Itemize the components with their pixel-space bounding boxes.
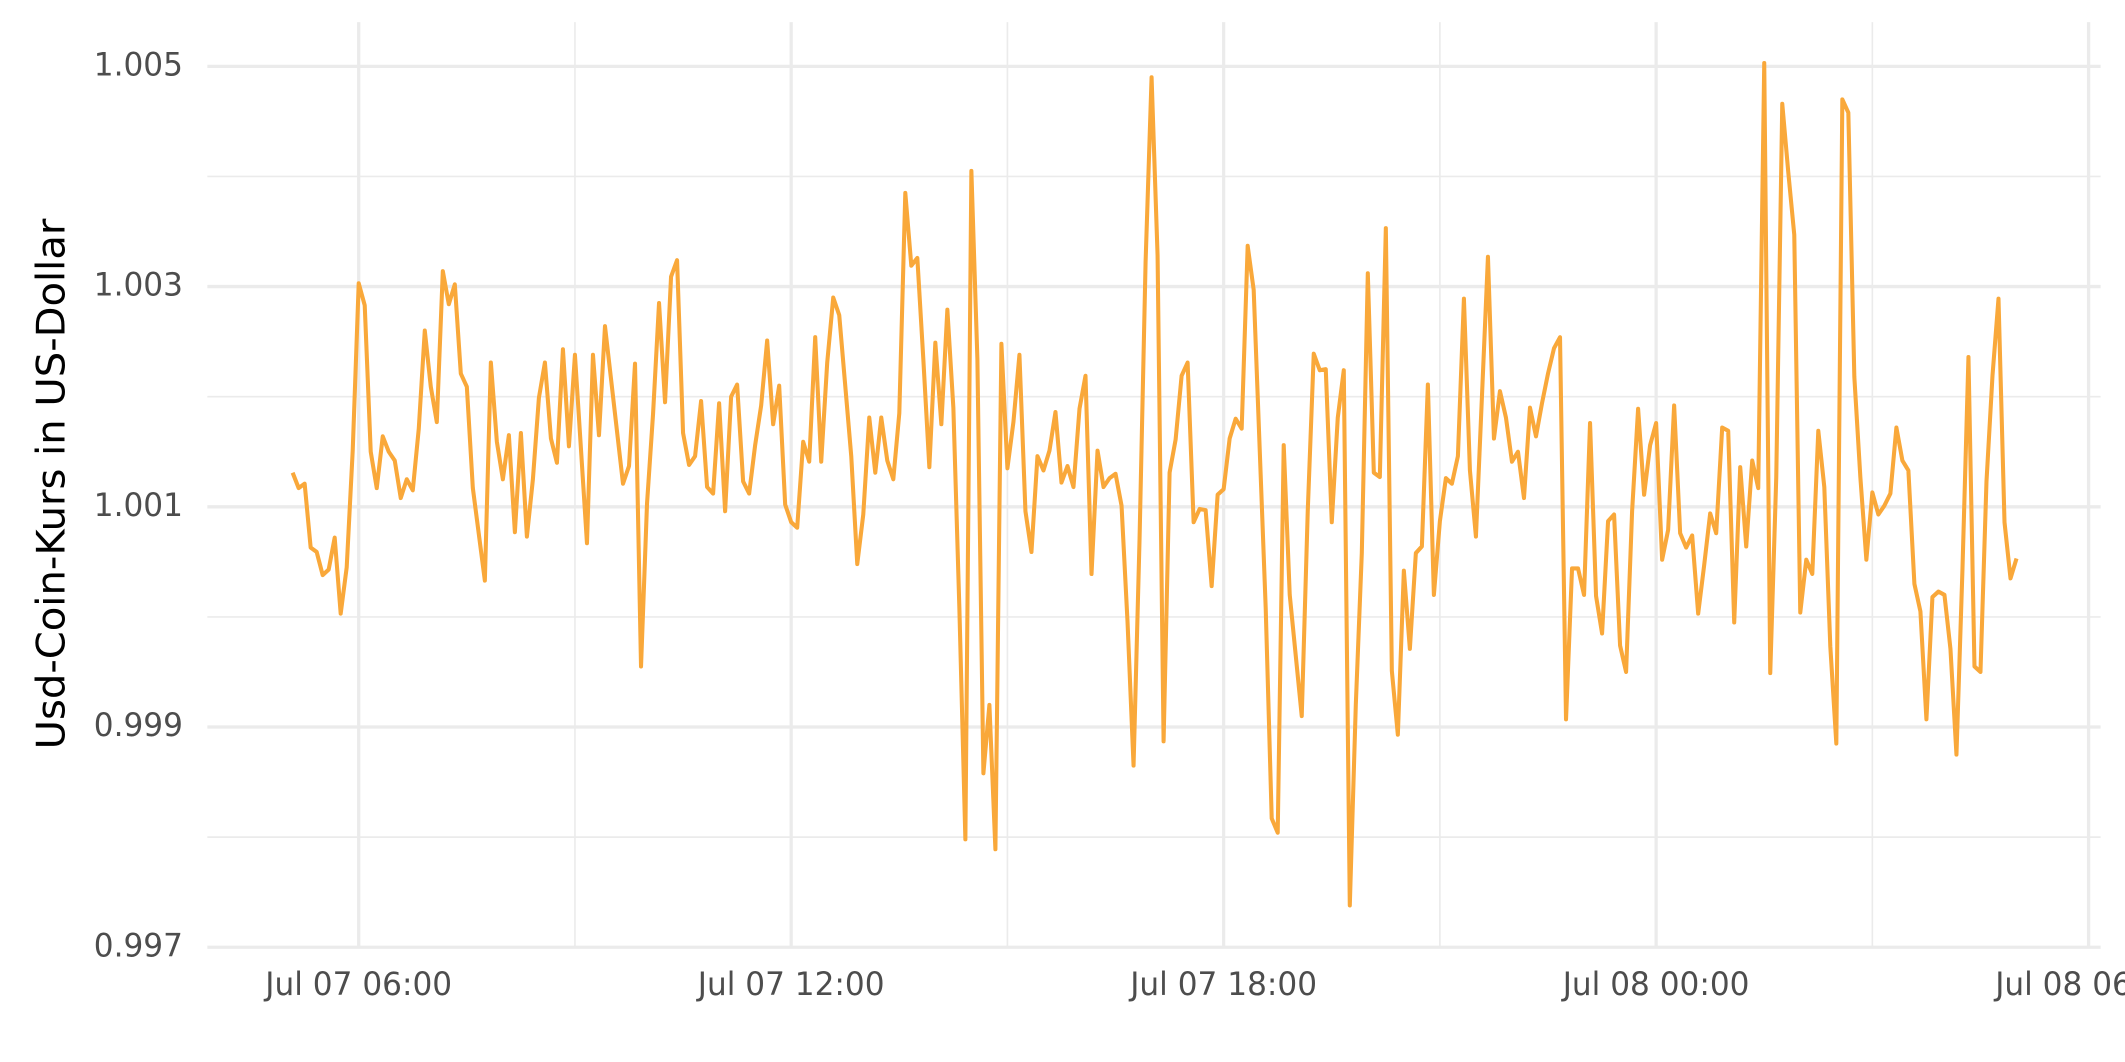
price-line <box>290 60 2019 908</box>
x-tick-label: Jul 08 00:00 <box>1561 967 1750 1003</box>
x-tick-label: Jul 07 18:00 <box>1128 967 1317 1003</box>
y-axis-title: Usd-Coin-Kurs in US-Dollar <box>29 218 75 749</box>
x-tick-label: Jul 07 06:00 <box>263 967 452 1003</box>
y-tick-label: 1.003 <box>94 267 183 303</box>
y-tick-label: 1.005 <box>94 47 183 83</box>
x-tick-label: Jul 07 12:00 <box>696 967 885 1003</box>
y-tick-label: 0.997 <box>94 928 183 964</box>
y-tick-label: 0.999 <box>94 708 183 744</box>
y-tick-label: 1.001 <box>94 488 183 524</box>
x-tick-label: Jul 08 06:00 <box>1993 967 2125 1003</box>
